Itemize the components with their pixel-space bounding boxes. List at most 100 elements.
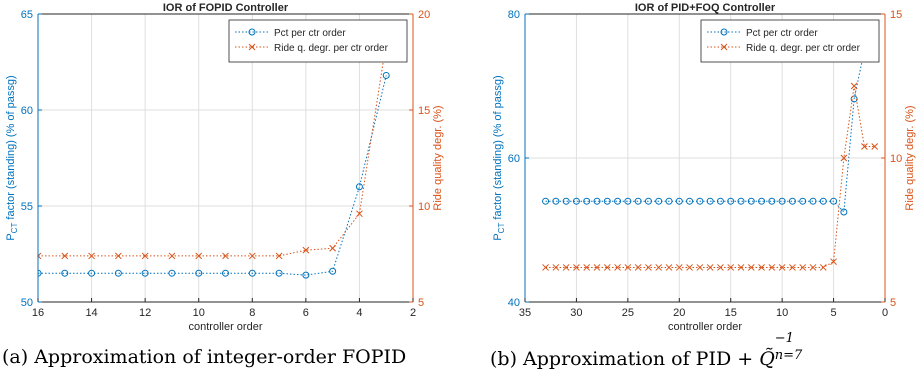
data-point	[593, 197, 601, 205]
data-point	[275, 252, 283, 260]
data-point	[675, 197, 683, 205]
data-point	[624, 264, 632, 271]
panel-b-caption-math: Q̃	[759, 348, 775, 370]
legend-marker-circle	[248, 28, 256, 36]
legend-entry-label: Pct per ctr order	[746, 28, 818, 39]
data-point	[168, 252, 176, 260]
right-y-tick-label: 10	[418, 201, 430, 213]
data-point	[573, 264, 580, 271]
data-point	[788, 197, 796, 205]
data-point	[542, 264, 549, 271]
data-point	[38, 269, 42, 277]
legend-entry-label: Ride q. degr. per ctr order	[274, 43, 389, 54]
data-point	[356, 210, 363, 218]
x-tick-label: 12	[139, 307, 151, 319]
series-ride	[542, 82, 879, 271]
data-point	[665, 197, 673, 205]
panel-a-caption: (a) Approximation of integer-order FOPID	[2, 346, 407, 368]
data-point	[583, 264, 591, 271]
legend-entry-label: Pct per ctr order	[274, 28, 346, 39]
data-point	[861, 143, 868, 150]
data-point	[222, 252, 229, 260]
data-point	[248, 269, 256, 277]
chart-title: IOR of FOPID Controller	[163, 2, 289, 14]
data-point	[329, 244, 336, 252]
data-point	[696, 264, 704, 271]
data-point	[706, 264, 714, 271]
data-point	[675, 264, 683, 271]
data-point	[686, 197, 694, 205]
data-point	[850, 82, 858, 90]
data-point	[562, 197, 570, 205]
data-point	[248, 252, 256, 260]
legend-marker-x	[720, 43, 728, 51]
data-point	[141, 252, 149, 260]
data-point	[789, 264, 796, 271]
data-point	[727, 264, 735, 271]
left-y-label-main: P	[5, 233, 17, 240]
left-y-tick-label: 60	[21, 105, 33, 117]
data-point	[603, 197, 611, 205]
right-y-tick-label: 20	[418, 9, 430, 21]
x-tick-label: 30	[570, 307, 582, 319]
data-point	[88, 269, 96, 277]
data-point	[830, 197, 838, 205]
data-point	[542, 197, 550, 205]
x-tick-label: 16	[32, 307, 44, 319]
series-line	[38, 42, 387, 257]
left-y-label-sub: CT	[10, 223, 19, 234]
data-point	[634, 264, 642, 271]
data-point	[768, 264, 776, 271]
x-tick-label: 25	[622, 307, 634, 319]
left-y-label-sub: CT	[497, 223, 506, 234]
data-point	[737, 197, 745, 205]
x-tick-label: 2	[410, 307, 416, 319]
panel-b-caption: (b) Approximation of PID + Q̃ −1 n=7	[490, 332, 803, 372]
x-tick-label: 6	[303, 307, 309, 319]
legend-entry-label: Ride q. degr. per ctr order	[746, 43, 861, 54]
data-point	[222, 269, 229, 277]
data-point	[830, 258, 837, 266]
data-point	[552, 197, 560, 205]
data-point	[583, 197, 591, 205]
data-point	[614, 264, 621, 271]
x-tick-label: 15	[725, 307, 737, 319]
x-tick-label: 10	[193, 307, 205, 319]
left-y-tick-label: 60	[508, 153, 520, 165]
data-point	[840, 208, 848, 216]
panel-b-caption-prefix: (b) Approximation of PID +	[490, 348, 760, 370]
x-tick-label: 20	[673, 307, 685, 319]
data-point	[329, 267, 337, 275]
data-point	[716, 197, 724, 205]
data-point	[768, 197, 776, 205]
data-point	[655, 264, 663, 271]
data-point	[562, 264, 570, 271]
panel-b-caption-sub: n=7	[774, 348, 803, 363]
data-point	[758, 197, 766, 205]
left-y-label-rest: factor (standing) (% of passg)	[492, 75, 504, 222]
right-y-axis-label: Ride quality degr. (%)	[904, 105, 916, 210]
x-tick-label: 10	[776, 307, 788, 319]
data-point	[572, 197, 580, 205]
data-point	[634, 197, 642, 205]
left-y-tick-label: 50	[21, 297, 33, 309]
data-point	[737, 264, 745, 271]
data-point	[88, 252, 95, 260]
left-y-label-rest: factor (standing) (% of passg)	[5, 75, 17, 222]
data-point	[799, 264, 807, 271]
left-y-label-main: P	[492, 233, 504, 240]
data-point	[114, 269, 122, 277]
data-point	[819, 264, 827, 271]
data-point	[809, 197, 817, 205]
data-point	[871, 143, 879, 150]
legend-marker-circle	[720, 28, 728, 36]
x-tick-label: 8	[249, 307, 255, 319]
legend: Pct per ctr order Ride q. degr. per ctr o…	[700, 19, 880, 63]
data-point	[686, 264, 693, 271]
x-tick-label: 4	[356, 307, 362, 319]
data-point	[717, 264, 724, 271]
series-ride	[38, 39, 390, 260]
x-tick-label: 14	[85, 307, 97, 319]
data-point	[850, 95, 858, 103]
